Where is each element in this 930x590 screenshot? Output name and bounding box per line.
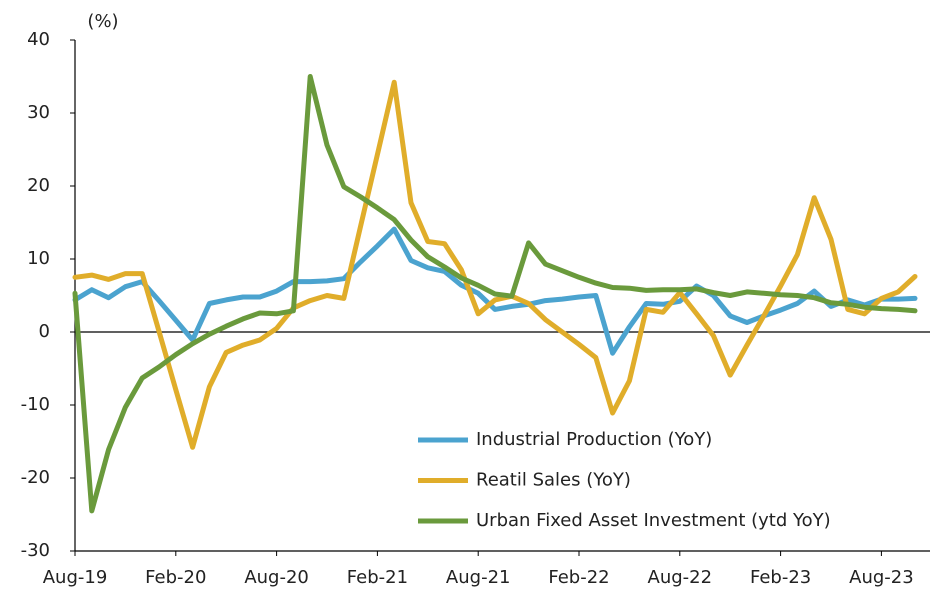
series-line <box>72 74 918 514</box>
x-tick-label: Feb-20 <box>145 567 206 588</box>
legend-label: Industrial Production (YoY) <box>476 429 712 450</box>
x-tick-label: Feb-21 <box>347 567 408 588</box>
x-tick-label: Feb-23 <box>750 567 811 588</box>
x-tick-label: Aug-19 <box>43 567 108 588</box>
series-line <box>72 226 918 356</box>
x-tick-label: Aug-21 <box>446 567 511 588</box>
y-tick-label: 20 <box>27 175 50 196</box>
series-line <box>72 79 918 450</box>
x-tick-label: Aug-23 <box>849 567 914 588</box>
x-tick-label: Feb-22 <box>548 567 609 588</box>
x-tick-label: Aug-20 <box>244 567 309 588</box>
y-unit-label: (%) <box>87 11 118 32</box>
y-tick-label: -20 <box>21 467 50 488</box>
y-tick-label: 10 <box>27 248 50 269</box>
y-tick-label: 40 <box>27 29 50 50</box>
legend-label: Reatil Sales (YoY) <box>476 470 631 491</box>
y-tick-label: -30 <box>21 540 50 561</box>
y-tick-label: -10 <box>21 394 50 415</box>
legend-label: Urban Fixed Asset Investment (ytd YoY) <box>476 510 831 531</box>
y-tick-label: 0 <box>39 321 50 342</box>
x-tick-label: Aug-22 <box>648 567 713 588</box>
y-tick-label: 30 <box>27 102 50 123</box>
